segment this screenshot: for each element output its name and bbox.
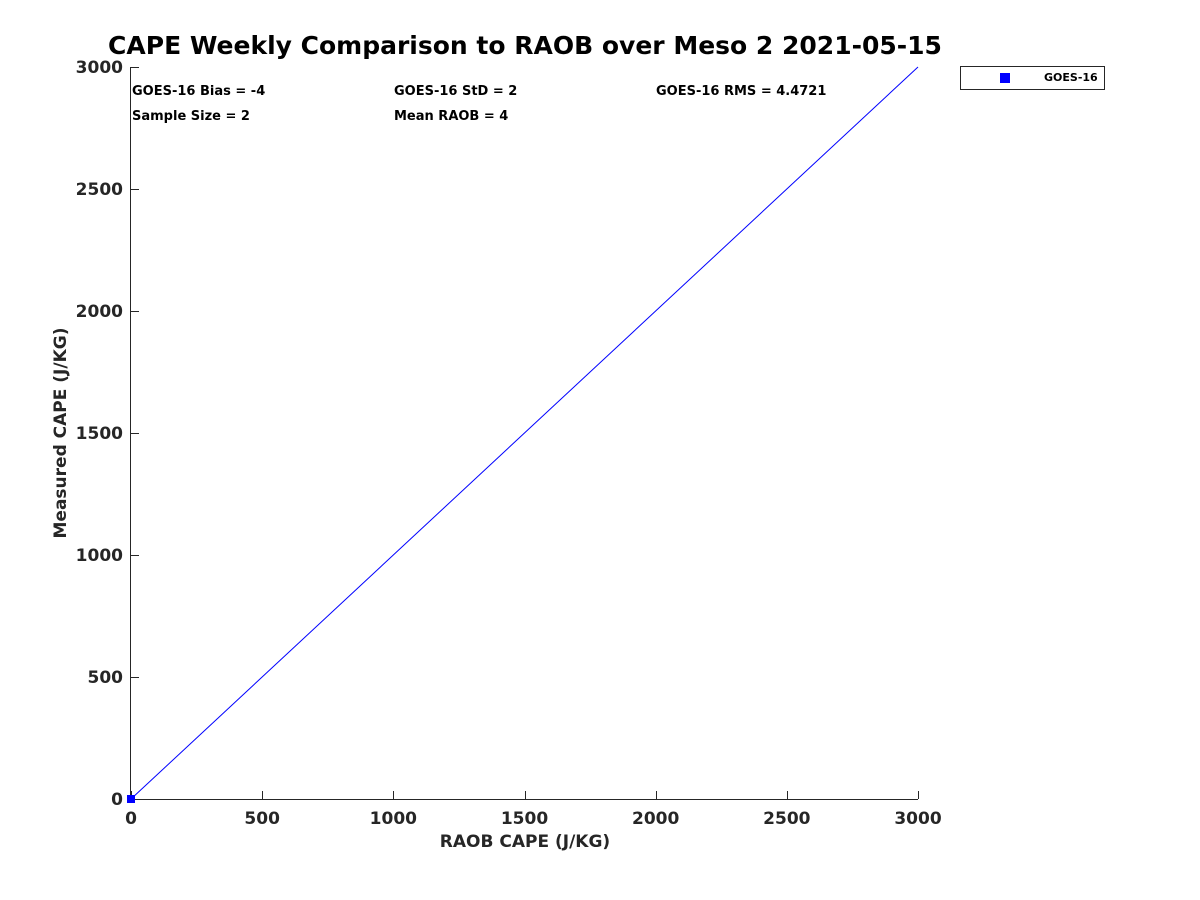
stat-std: GOES-16 StD = 2 bbox=[394, 84, 517, 99]
legend-box bbox=[960, 66, 1105, 90]
axes-group bbox=[130, 67, 918, 800]
legend: GOES-16 bbox=[960, 66, 1105, 90]
one-to-one-reference-line bbox=[130, 66, 919, 800]
y-tick-label: 0 bbox=[111, 790, 123, 810]
x-tick-label: 3000 bbox=[894, 809, 941, 829]
x-axis-ticks: 0 500 1000 1500 2000 2500 3000 bbox=[125, 791, 942, 829]
x-tick-label: 0 bbox=[125, 809, 137, 829]
x-axis-label: RAOB CAPE (J/KG) bbox=[440, 832, 610, 852]
x-tick-label: 1500 bbox=[501, 809, 548, 829]
y-tick-label: 1000 bbox=[76, 546, 123, 566]
x-tick-label: 1000 bbox=[370, 809, 417, 829]
data-point-goes-16 bbox=[127, 795, 135, 803]
y-tick-label: 2000 bbox=[76, 302, 123, 322]
y-tick-label: 1500 bbox=[76, 424, 123, 444]
x-tick-label: 500 bbox=[244, 809, 280, 829]
legend-marker-square-icon bbox=[1000, 73, 1010, 83]
y-tick-label: 2500 bbox=[76, 180, 123, 200]
x-tick-label: 2000 bbox=[632, 809, 679, 829]
y-tick-label: 3000 bbox=[76, 58, 123, 78]
stat-sample-size: Sample Size = 2 bbox=[132, 109, 250, 124]
stat-mean-raob: Mean RAOB = 4 bbox=[394, 109, 508, 124]
y-axis-ticks: 0 500 1000 1500 2000 2500 3000 bbox=[76, 58, 139, 810]
y-axis-label: Measured CAPE (J/KG) bbox=[51, 328, 71, 539]
legend-label-goes16: GOES-16 bbox=[1044, 71, 1098, 84]
x-tick-label: 2500 bbox=[763, 809, 810, 829]
chart-title: CAPE Weekly Comparison to RAOB over Meso… bbox=[108, 31, 942, 60]
data-points-group bbox=[127, 795, 135, 803]
stat-bias: GOES-16 Bias = -4 bbox=[132, 84, 265, 99]
y-tick-label: 500 bbox=[88, 668, 124, 688]
stat-rms: GOES-16 RMS = 4.4721 bbox=[656, 84, 826, 99]
